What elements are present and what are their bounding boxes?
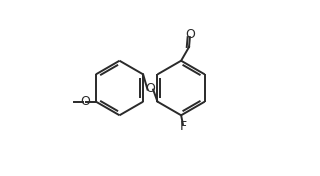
Text: O: O xyxy=(81,95,91,108)
Text: O: O xyxy=(185,28,195,41)
Text: F: F xyxy=(179,120,187,133)
Text: O: O xyxy=(145,82,155,95)
